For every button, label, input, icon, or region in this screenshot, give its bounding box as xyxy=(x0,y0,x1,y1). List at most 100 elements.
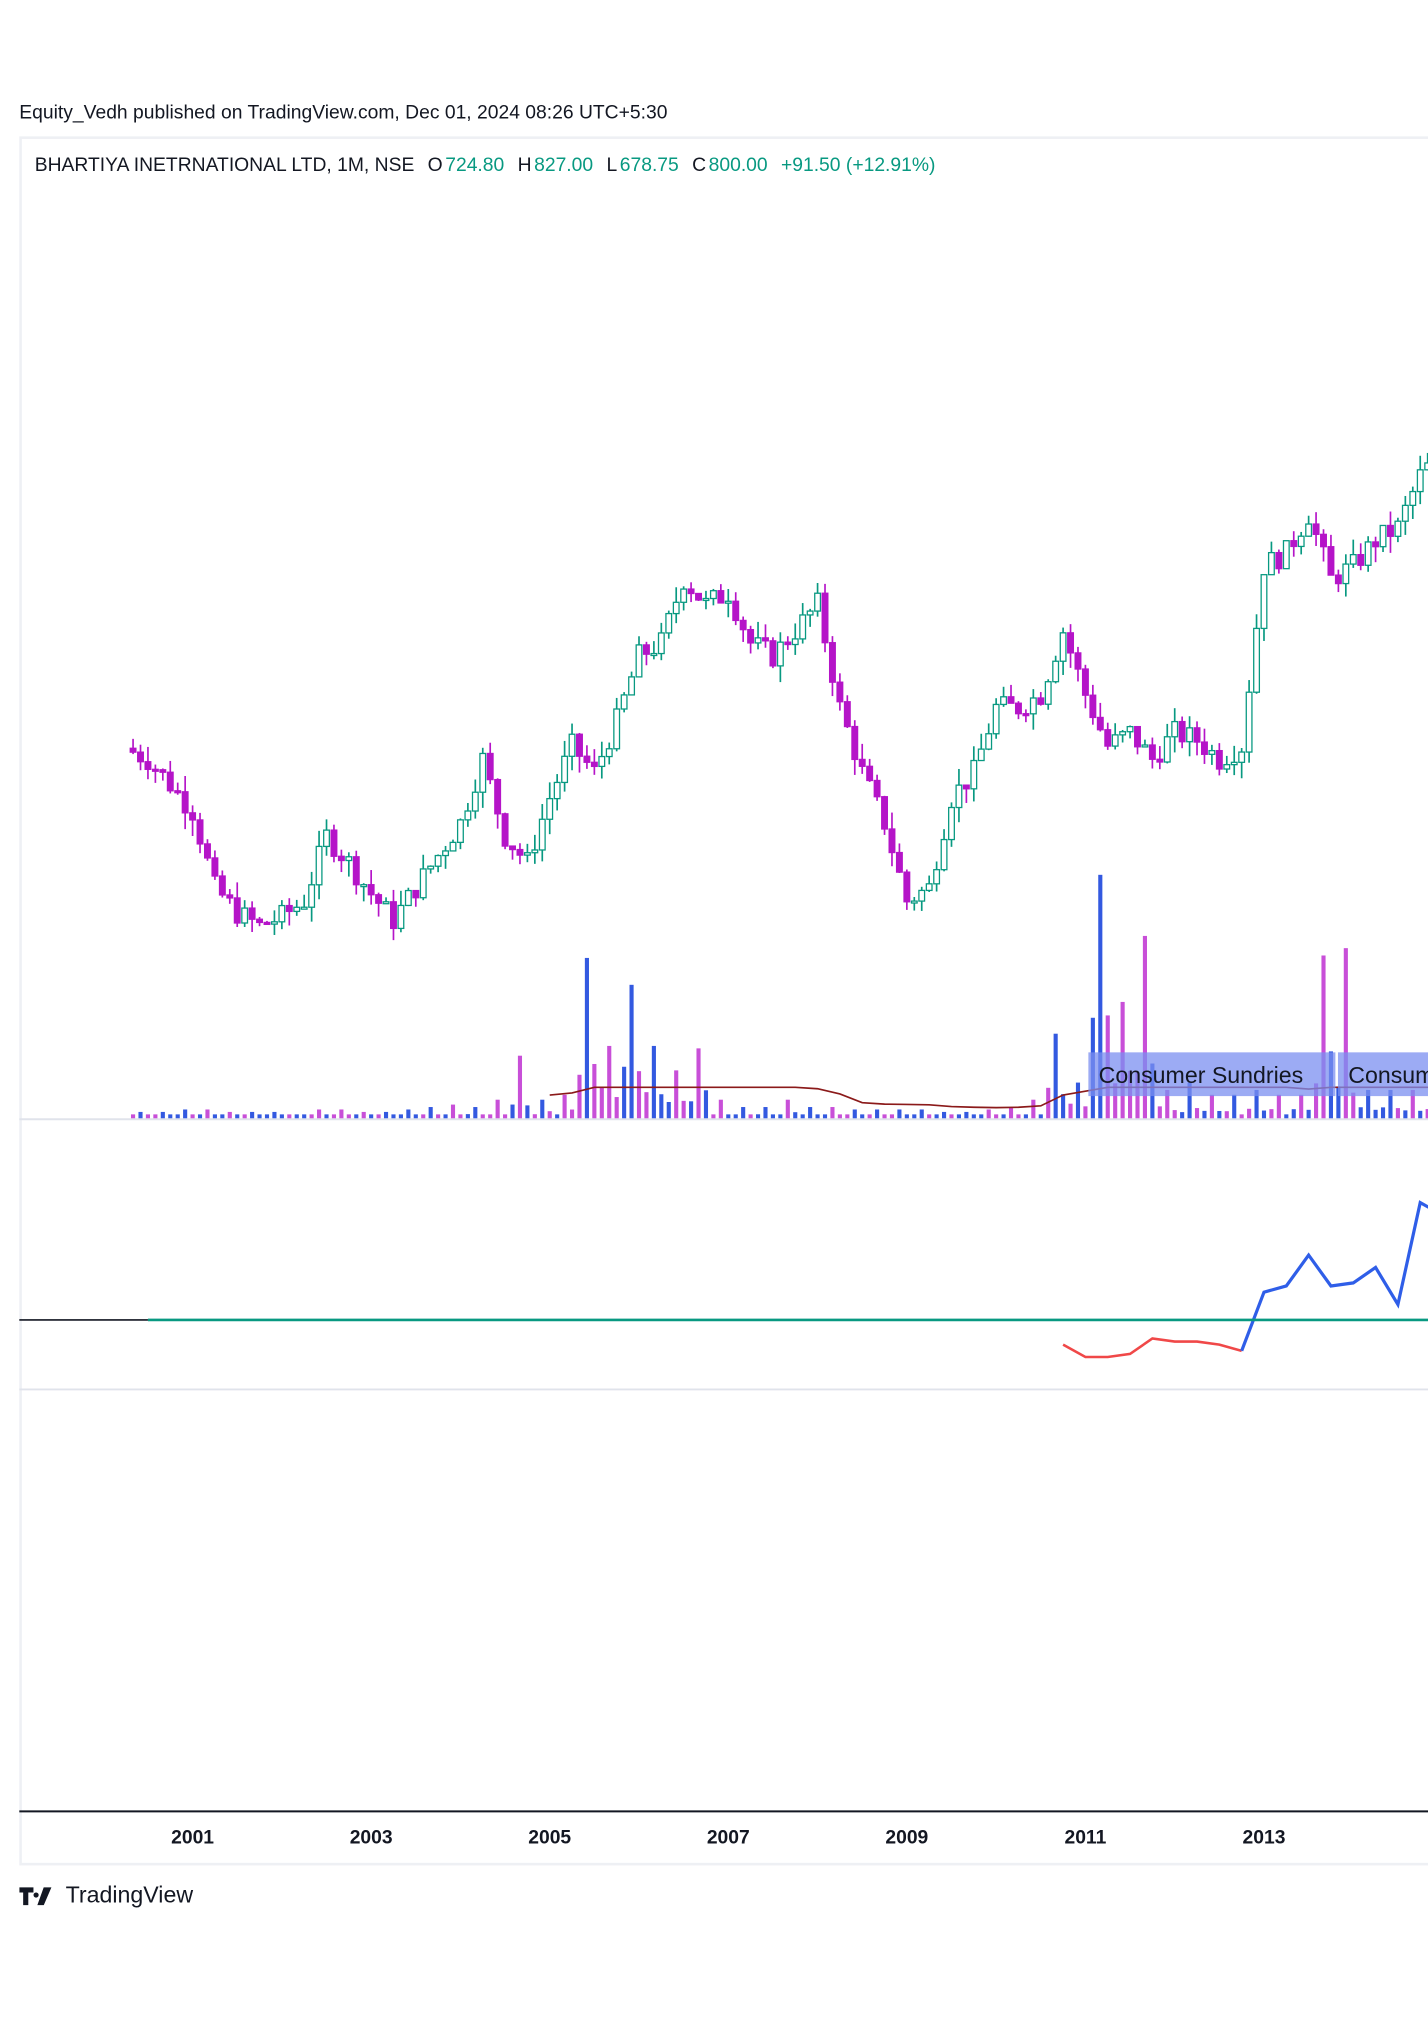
candle-body xyxy=(1223,763,1231,770)
candle-body xyxy=(866,765,874,782)
candle-body xyxy=(814,592,822,612)
volume-bar xyxy=(986,1109,991,1120)
volume-bar xyxy=(703,1090,709,1120)
volume-bar xyxy=(711,1114,716,1120)
volume-bar xyxy=(919,1109,924,1120)
candle-body xyxy=(531,849,539,854)
volume-bar xyxy=(897,1109,902,1120)
candle-body xyxy=(858,758,866,767)
volume-bar xyxy=(1276,1094,1281,1120)
candle-body xyxy=(583,755,591,763)
volume-bar xyxy=(927,1114,932,1120)
candle-body xyxy=(680,588,688,603)
volume-bar xyxy=(1261,1110,1267,1120)
volume-bar xyxy=(495,1099,500,1120)
volume-bar xyxy=(354,1114,359,1120)
symbol-title: BHARTIYA INETRNATIONAL LTD, 1M, NSE xyxy=(34,154,415,177)
candle-body xyxy=(1111,734,1119,747)
candle-body xyxy=(918,889,926,902)
candle-body xyxy=(1059,632,1067,662)
volume-bar xyxy=(1008,1107,1014,1120)
volume-bar xyxy=(1165,1089,1170,1120)
volume-bar xyxy=(755,1114,761,1120)
volume-bar xyxy=(331,1114,337,1120)
candle-body xyxy=(1401,504,1409,522)
volume-bar xyxy=(577,1074,582,1120)
candle-body xyxy=(181,791,189,814)
volume-bar xyxy=(1083,1106,1088,1120)
volume-bar xyxy=(510,1104,515,1120)
candle-body xyxy=(1342,563,1350,585)
volume-bar xyxy=(1336,1086,1341,1120)
candle-body xyxy=(799,614,807,640)
volume-bar xyxy=(949,1114,954,1120)
volume-bar xyxy=(718,1099,723,1120)
volume-bar xyxy=(1343,948,1348,1120)
candle-body xyxy=(1267,551,1275,576)
candle-body xyxy=(702,597,710,602)
tradingview-logo[interactable]: TradingView xyxy=(19,1882,193,1909)
volume-bar xyxy=(145,1114,151,1120)
candle-body xyxy=(665,612,673,634)
candle-body xyxy=(635,644,643,678)
volume-bar xyxy=(1016,1114,1021,1120)
candle-body xyxy=(769,640,777,667)
volume-bar xyxy=(383,1111,389,1120)
x-tick-label: 2003 xyxy=(350,1828,393,1849)
candle-body xyxy=(270,921,278,925)
candle-body xyxy=(791,638,799,646)
volume-bar xyxy=(480,1114,485,1120)
candle-body xyxy=(1275,551,1283,570)
volume-bar xyxy=(1180,1112,1185,1120)
candle-body xyxy=(1297,535,1305,548)
candle-body xyxy=(390,901,397,930)
candle-body xyxy=(516,848,524,856)
candle-body xyxy=(1037,697,1045,705)
x-tick-label: 2009 xyxy=(885,1828,928,1849)
indicator-positive-line xyxy=(1240,1200,1428,1352)
volume-bar xyxy=(584,957,589,1120)
volume-bar xyxy=(264,1114,270,1120)
candle-body xyxy=(248,907,256,920)
candle-body xyxy=(412,889,420,899)
volume-bar xyxy=(1157,1106,1162,1120)
candle-body xyxy=(360,884,368,888)
candle-body xyxy=(464,810,472,821)
volume-bar xyxy=(1232,1094,1237,1120)
sector-label: Consumer Sundries xyxy=(1348,1062,1428,1088)
volume-bar xyxy=(190,1114,195,1120)
candle-body xyxy=(828,642,836,683)
volume-bar xyxy=(413,1114,418,1120)
volume-bar xyxy=(1410,1089,1415,1120)
volume-bar xyxy=(808,1107,813,1120)
candle-body xyxy=(538,818,546,851)
volume-bar xyxy=(659,1094,664,1120)
volume-bar xyxy=(614,1097,619,1120)
candle-body xyxy=(456,819,464,844)
volume-bar xyxy=(205,1109,210,1120)
candle-body xyxy=(308,884,316,908)
candle-body xyxy=(657,632,665,655)
volume-bar xyxy=(1425,1109,1428,1120)
volume-bar xyxy=(1001,1114,1006,1120)
volume-bar xyxy=(488,1114,493,1120)
candle-body xyxy=(925,883,933,892)
candle-body xyxy=(695,592,703,601)
volume-bar xyxy=(934,1114,939,1120)
candle-body xyxy=(1148,744,1156,760)
volume-bar xyxy=(1247,1108,1252,1120)
candle-body xyxy=(293,906,301,913)
open-value: 724.80 xyxy=(445,154,505,177)
candle-body xyxy=(419,868,427,899)
volume-bar xyxy=(785,1099,790,1120)
candle-body xyxy=(367,884,375,896)
volume-bar xyxy=(302,1114,307,1120)
brand-name: TradingView xyxy=(65,1882,194,1908)
candle-body xyxy=(427,865,435,870)
volume-bar xyxy=(294,1114,299,1120)
candle-body xyxy=(955,784,963,809)
candle-body xyxy=(561,755,569,784)
chart-frame xyxy=(19,136,1428,1866)
candle-body xyxy=(1193,727,1201,743)
